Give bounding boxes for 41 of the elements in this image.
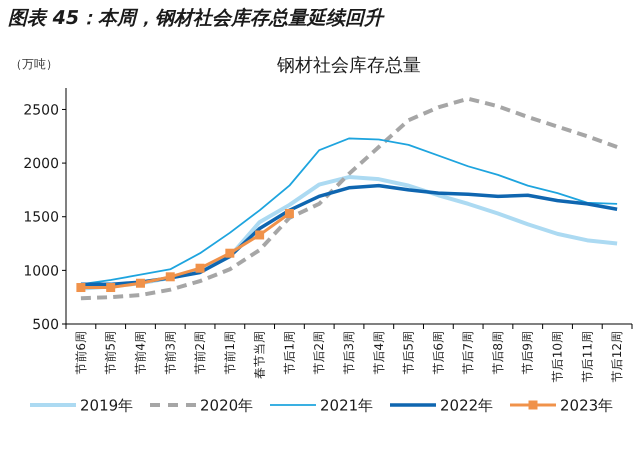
x-tick-label: 节后6周	[431, 331, 446, 375]
y-tick-label: 500	[32, 316, 59, 333]
x-tick-label: 节后9周	[520, 331, 535, 375]
legend-label: 2022年	[440, 396, 494, 414]
x-tick-label: 节前6周	[74, 331, 88, 375]
x-tick-label: 节前1周	[222, 331, 237, 375]
x-tick-label: 节后3周	[342, 331, 356, 375]
x-tick-label: 春节当周	[252, 331, 267, 379]
legend-label: 2023年	[560, 396, 614, 414]
x-tick-label: 节后1周	[282, 331, 296, 375]
x-tick-label: 节后12周	[610, 331, 624, 382]
y-axis-title: （万吨）	[10, 57, 58, 71]
x-tick-label: 节后2周	[312, 331, 326, 375]
x-tick-label: 节前3周	[163, 331, 178, 375]
chart-subtitle: 钢材社会库存总量	[276, 55, 421, 76]
point	[255, 230, 264, 240]
x-tick-label: 节后5周	[402, 331, 416, 375]
x-tick-label: 节后10周	[550, 331, 565, 382]
x-tick-label: 节后8周	[490, 331, 505, 375]
y-tick-label: 2000	[23, 156, 59, 172]
x-tick-label: 节后7周	[461, 331, 476, 375]
point	[106, 283, 116, 292]
legend-label: 2019年	[80, 396, 134, 414]
legend-label: 2021年	[320, 396, 374, 414]
x-tick-label: 节后4周	[372, 331, 386, 375]
x-tick-label: 节后11周	[580, 331, 594, 382]
x-tick-label: 节前2周	[193, 331, 208, 375]
legend-label: 2020年	[200, 396, 254, 414]
point	[196, 264, 205, 273]
point	[166, 272, 175, 282]
y-tick-label: 1500	[23, 210, 59, 226]
x-tick-label: 节前4周	[133, 331, 148, 375]
point	[76, 283, 86, 292]
line-series	[78, 96, 620, 300]
y-tick-label: 1000	[23, 263, 59, 280]
chart-title: 图表 45：本周，钢材社会库存总量延续回升	[8, 7, 386, 29]
point	[284, 209, 294, 218]
point	[136, 278, 145, 288]
point	[225, 248, 234, 258]
y-tick-label: 2500	[23, 102, 59, 118]
x-tick-label: 节前5周	[104, 331, 118, 375]
